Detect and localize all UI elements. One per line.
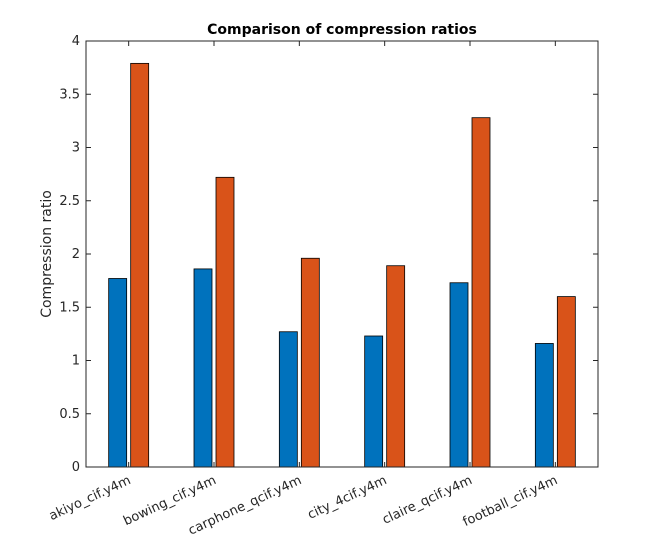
y-tick-label: 0: [72, 460, 80, 475]
bars-layer: [108, 62, 576, 468]
y-tick-label: 4: [72, 34, 80, 49]
plot-area-frame: [85, 40, 599, 468]
bar-s2-city-4cif-y4m: [386, 265, 406, 468]
y-tick-label: 3.5: [59, 87, 80, 102]
x-tick-label: claire_qcif.y4m: [380, 473, 475, 528]
chart-title: Comparison of compression ratios: [207, 22, 477, 38]
x-tick-label: football_cif.y4m: [461, 473, 560, 530]
bar-s2-akiyo-cif-y4m: [130, 62, 150, 468]
y-tick-label: 1: [72, 354, 80, 369]
bar-s1-akiyo-cif-y4m: [108, 278, 128, 468]
y-axis-label: Compression ratio: [39, 190, 55, 318]
bar-s2-bowing-cif-y4m: [215, 176, 235, 468]
bar-s1-carphone-qcif-y4m: [278, 331, 298, 468]
bar-s1-claire-qcif-y4m: [449, 282, 469, 468]
bar-s1-city-4cif-y4m: [364, 335, 384, 468]
bar-s1-football-cif-y4m: [534, 343, 554, 468]
y-tick-label: 2.5: [59, 194, 80, 209]
bar-s2-carphone-qcif-y4m: [300, 257, 320, 468]
bar-s2-claire-qcif-y4m: [471, 117, 491, 468]
y-tick-label: 3: [72, 141, 80, 156]
y-tick-label: 1.5: [59, 300, 80, 315]
bar-s2-football-cif-y4m: [556, 296, 576, 468]
x-tick-label: city_4cif.y4m: [306, 473, 390, 523]
ticks-layer: 00.511.522.533.54akiyo_cif.y4mbowing_cif…: [47, 34, 598, 539]
x-tick-label: akiyo_cif.y4m: [47, 473, 133, 524]
bar-s1-bowing-cif-y4m: [193, 268, 213, 468]
y-tick-label: 2: [72, 247, 80, 262]
y-tick-label: 0.5: [59, 407, 80, 422]
